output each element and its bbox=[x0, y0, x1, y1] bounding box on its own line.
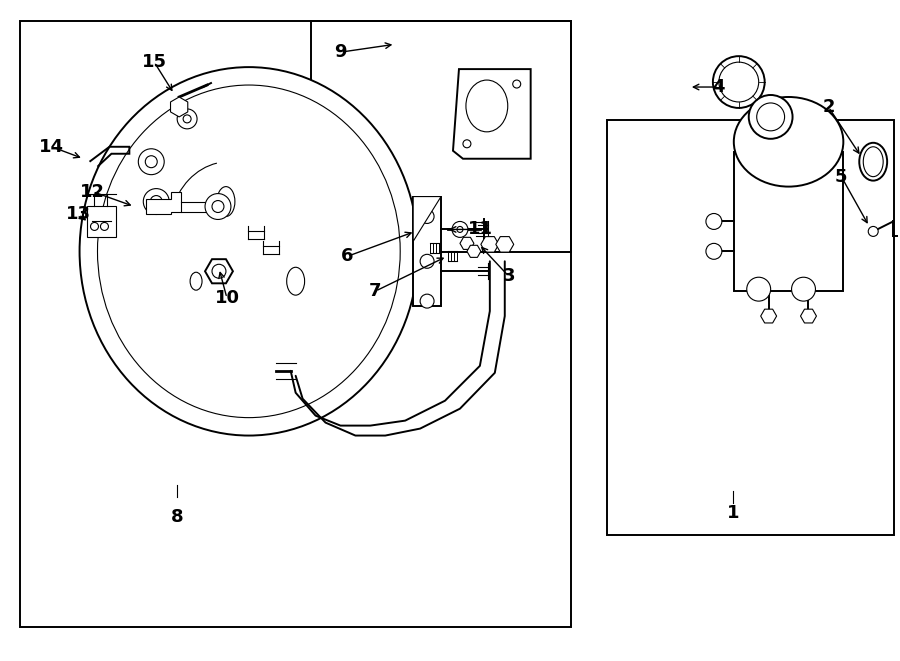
Polygon shape bbox=[481, 237, 499, 252]
Text: 11: 11 bbox=[468, 220, 493, 239]
Ellipse shape bbox=[287, 267, 304, 295]
Text: 3: 3 bbox=[502, 267, 515, 286]
Circle shape bbox=[145, 156, 158, 168]
Text: 7: 7 bbox=[369, 282, 382, 300]
Text: 6: 6 bbox=[341, 247, 354, 265]
Bar bbox=[413, 196, 441, 306]
Polygon shape bbox=[460, 237, 474, 249]
Circle shape bbox=[101, 223, 108, 231]
Text: 1: 1 bbox=[726, 504, 739, 522]
Text: 13: 13 bbox=[66, 206, 91, 223]
Circle shape bbox=[747, 277, 770, 301]
Circle shape bbox=[452, 221, 468, 237]
Circle shape bbox=[513, 80, 521, 88]
Circle shape bbox=[719, 62, 759, 102]
Polygon shape bbox=[413, 196, 441, 241]
Text: 4: 4 bbox=[713, 78, 725, 96]
Circle shape bbox=[706, 214, 722, 229]
Circle shape bbox=[143, 188, 169, 214]
Circle shape bbox=[868, 227, 878, 237]
Circle shape bbox=[177, 109, 197, 129]
Polygon shape bbox=[800, 309, 816, 323]
Ellipse shape bbox=[466, 80, 508, 132]
Ellipse shape bbox=[79, 67, 418, 436]
Text: 12: 12 bbox=[80, 182, 105, 200]
Polygon shape bbox=[147, 192, 181, 214]
Text: 15: 15 bbox=[141, 53, 166, 71]
Circle shape bbox=[420, 210, 434, 223]
Text: 2: 2 bbox=[823, 98, 834, 116]
Circle shape bbox=[139, 149, 164, 175]
Circle shape bbox=[205, 194, 231, 219]
Text: 8: 8 bbox=[171, 508, 184, 526]
Circle shape bbox=[212, 264, 226, 278]
Polygon shape bbox=[170, 97, 188, 117]
Ellipse shape bbox=[860, 143, 887, 180]
Text: 5: 5 bbox=[835, 168, 848, 186]
Circle shape bbox=[420, 294, 434, 308]
Circle shape bbox=[749, 95, 793, 139]
Circle shape bbox=[463, 140, 471, 148]
Bar bbox=[86, 206, 116, 237]
Circle shape bbox=[457, 227, 463, 233]
Circle shape bbox=[792, 277, 815, 301]
Text: 9: 9 bbox=[334, 43, 346, 61]
Circle shape bbox=[183, 115, 191, 123]
Circle shape bbox=[706, 243, 722, 259]
Circle shape bbox=[212, 200, 224, 212]
Bar bbox=[607, 120, 894, 535]
Circle shape bbox=[91, 223, 98, 231]
Circle shape bbox=[713, 56, 765, 108]
Bar bbox=[311, 21, 571, 252]
Ellipse shape bbox=[190, 272, 202, 290]
Polygon shape bbox=[496, 237, 514, 252]
Ellipse shape bbox=[217, 186, 235, 217]
Circle shape bbox=[150, 196, 162, 208]
Text: 10: 10 bbox=[214, 289, 239, 307]
Polygon shape bbox=[205, 259, 233, 284]
Polygon shape bbox=[467, 245, 481, 257]
Polygon shape bbox=[453, 69, 531, 159]
Text: 14: 14 bbox=[40, 137, 64, 156]
Circle shape bbox=[420, 254, 434, 268]
Ellipse shape bbox=[734, 97, 843, 186]
Bar bbox=[20, 21, 571, 627]
Bar bbox=[734, 152, 843, 291]
Polygon shape bbox=[760, 309, 777, 323]
